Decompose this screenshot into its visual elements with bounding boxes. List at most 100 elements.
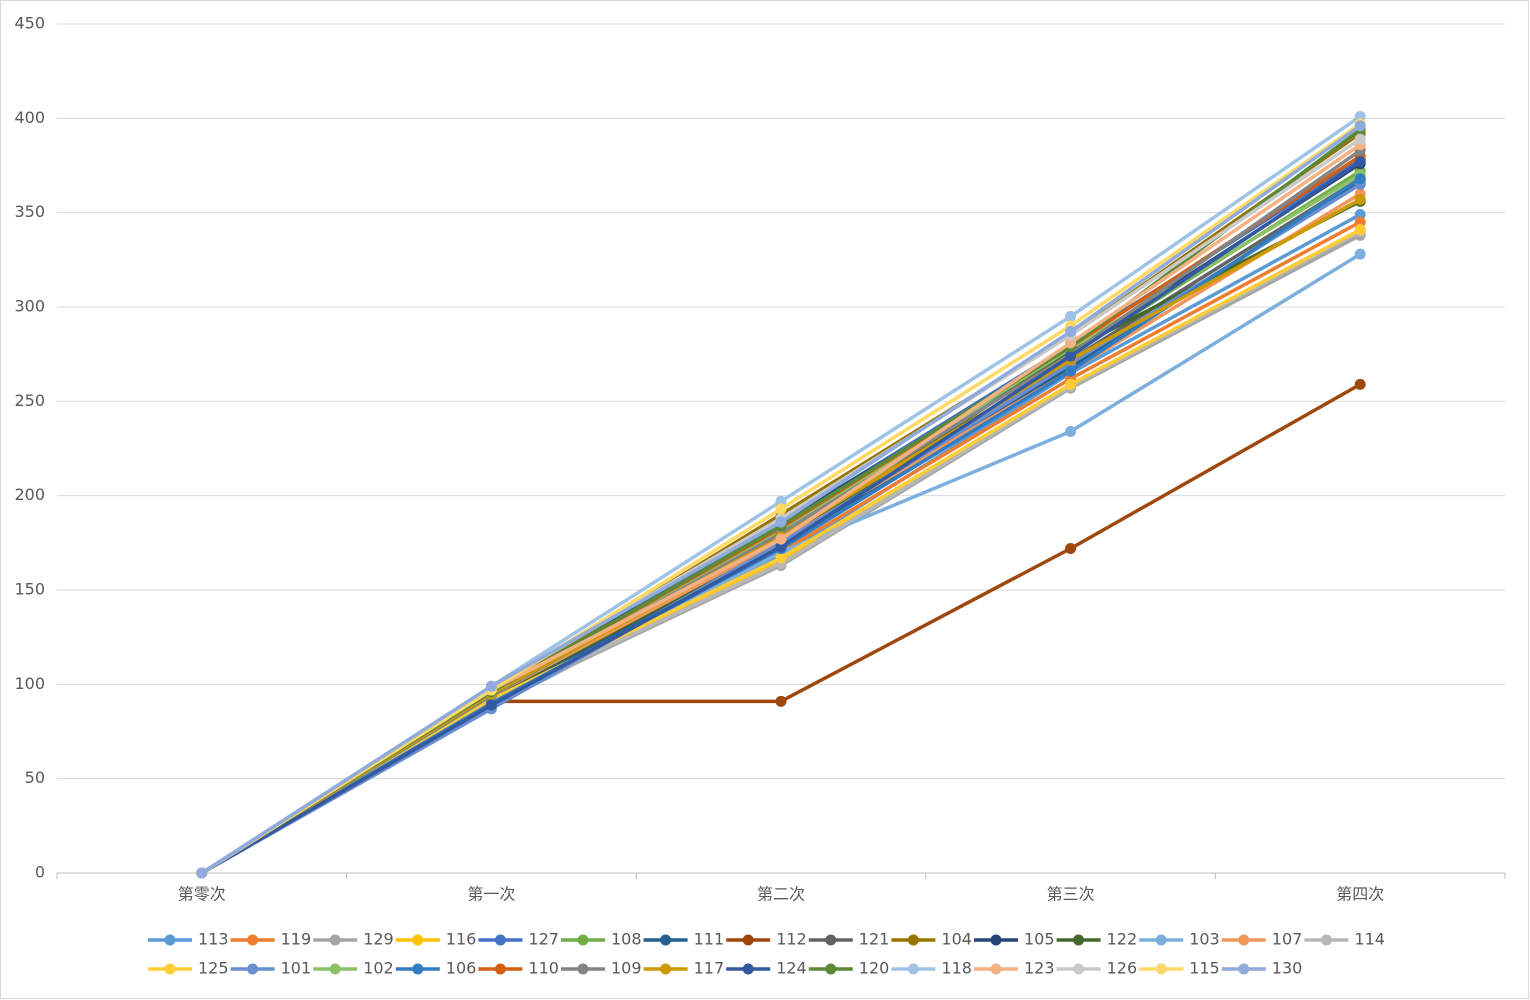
legend-marker [825,934,837,946]
legend-marker [329,963,341,975]
data-point [485,680,497,692]
legend-marker [329,934,341,946]
legend-marker [660,934,672,946]
data-point [1065,378,1077,390]
legend-label: 119 [281,930,312,949]
legend-marker [577,963,589,975]
legend-label: 130 [1272,959,1303,978]
legend-marker [247,963,259,975]
legend-label: 125 [198,959,229,978]
x-tick-label: 第三次 [1047,885,1095,904]
legend-marker [660,963,672,975]
y-tick-label: 350 [14,202,45,221]
legend-label: 111 [694,930,725,949]
y-tick-label: 150 [14,580,45,599]
legend-marker [1155,934,1167,946]
data-point [1065,426,1077,438]
legend-marker [742,934,754,946]
data-point [1065,326,1077,338]
data-point [775,495,787,507]
legend-marker [1073,963,1085,975]
y-tick-label: 250 [14,391,45,410]
series [196,120,1366,879]
legend-label: 101 [281,959,312,978]
legend-label: 102 [363,959,394,978]
x-tick-label: 第四次 [1336,885,1384,904]
x-tick-label: 第一次 [467,885,515,904]
legend-label: 117 [694,959,725,978]
x-tick-label: 第零次 [178,885,226,904]
legend-label: 109 [611,959,642,978]
legend-marker [577,934,589,946]
legend-label: 115 [1189,959,1220,978]
data-point [1354,120,1366,132]
data-point [1354,248,1366,260]
data-point [1065,350,1077,362]
legend-marker [494,934,506,946]
x-tick-label: 第二次 [757,885,805,904]
legend-label: 114 [1354,930,1385,949]
y-tick-label: 50 [25,768,45,787]
legend-label: 126 [1107,959,1138,978]
legend-label: 112 [776,930,807,949]
data-point [1354,193,1366,205]
data-point [775,503,787,515]
legend-label: 121 [859,930,890,949]
data-point [1065,337,1077,349]
legend-marker [164,963,176,975]
legend-marker [1155,963,1167,975]
y-tick-label: 400 [14,108,45,127]
legend-marker [742,963,754,975]
data-point [1354,156,1366,168]
legend-marker [247,934,259,946]
legend-label: 113 [198,930,229,949]
data-point [1065,542,1077,554]
legend-label: 124 [776,959,807,978]
legend-marker [907,963,919,975]
legend-marker [990,963,1002,975]
y-tick-label: 450 [14,14,45,33]
legend-marker [164,934,176,946]
legend-label: 107 [1272,930,1303,949]
y-tick-label: 300 [14,297,45,316]
data-point [1354,133,1366,145]
data-point [485,699,497,711]
data-point [1065,310,1077,322]
data-point [775,533,787,545]
data-point [1354,224,1366,236]
legend-marker [990,934,1002,946]
legend-marker [1073,934,1085,946]
legend-label: 103 [1189,930,1220,949]
legend-marker [1238,963,1250,975]
data-point [775,541,787,553]
legend-label: 120 [859,959,890,978]
legend-marker [412,963,424,975]
data-point [196,867,208,879]
legend-marker [494,963,506,975]
legend-label: 110 [528,959,559,978]
legend-label: 129 [363,930,394,949]
y-tick-label: 100 [14,674,45,693]
legend-label: 127 [528,930,559,949]
legend-marker [412,934,424,946]
legend-marker [825,963,837,975]
legend-marker [1238,934,1250,946]
data-point [1354,209,1366,221]
data-point [1065,365,1077,377]
data-point [1354,216,1366,228]
data-point [775,516,787,528]
data-point [775,695,787,707]
legend-marker [1320,934,1332,946]
y-tick-label: 200 [14,485,45,504]
legend-marker [907,934,919,946]
legend-label: 118 [941,959,972,978]
legend-label: 108 [611,930,642,949]
legend-label: 104 [941,930,972,949]
data-point [775,552,787,564]
legend-label: 122 [1107,930,1138,949]
data-point [1354,110,1366,122]
legend-label: 116 [446,930,477,949]
